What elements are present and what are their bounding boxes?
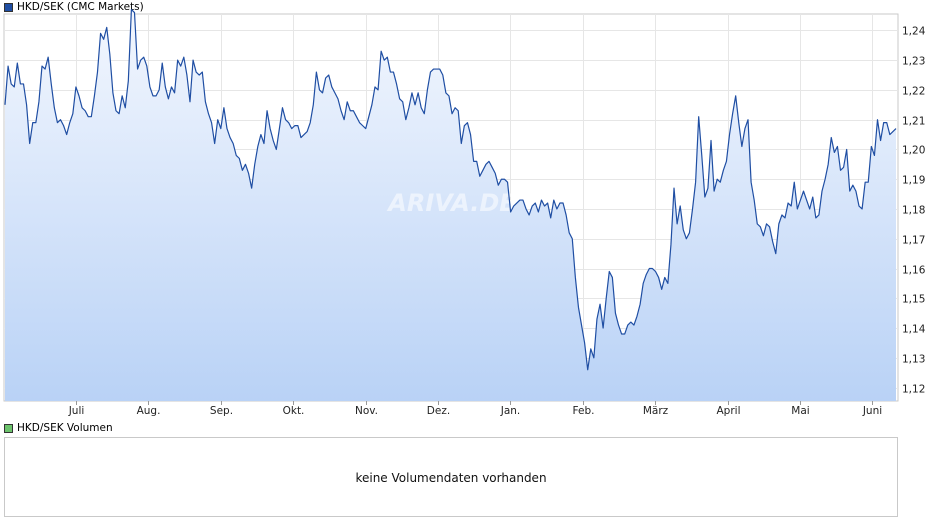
volume-legend-swatch (4, 423, 13, 433)
x-tick-label: Mai (791, 405, 809, 417)
series-line (4, 8, 897, 371)
volume-panel: keine Volumendaten vorhanden (4, 437, 898, 517)
y-tick-label: 1,17 (902, 235, 925, 247)
y-tick-label: 1,18 (902, 205, 925, 217)
x-tick-label: Aug. (137, 405, 161, 417)
x-tick-label: Juni (862, 405, 882, 417)
x-tick-label: März (643, 405, 669, 417)
y-tick-label: 1,22 (902, 86, 925, 98)
y-tick-label: 1,20 (902, 145, 925, 157)
main-series-legend-label: HKD/SEK (CMC Markets) (17, 1, 144, 13)
watermark-text: ARIVA.DE (386, 189, 516, 217)
price-chart: 1,24 1,23 1,22 1,21 1,20 1,19 1,18 1,17 1,16 1,15… (3, 8, 926, 417)
series-area-fill (5, 9, 896, 402)
x-tick-label: Sep. (210, 405, 233, 417)
y-tick-label: 1,15 (902, 294, 925, 306)
x-tick-label: Jan. (500, 405, 521, 417)
y-tick-label: 1,19 (902, 175, 925, 187)
y-tick-label: 1,14 (902, 324, 926, 336)
main-series-legend: HKD/SEK (CMC Markets) (4, 1, 144, 13)
y-tick-label: 1,12 (902, 384, 925, 396)
x-tick-label: Juli (68, 405, 85, 417)
x-tick-label: Okt. (283, 405, 305, 417)
x-tick-label: Nov. (355, 405, 378, 417)
x-tick-label: Feb. (573, 405, 595, 417)
x-tick-label: April (717, 405, 741, 417)
x-tick-label: Dez. (427, 405, 450, 417)
y-tick-label: 1,21 (902, 116, 925, 128)
volume-legend-label: HKD/SEK Volumen (17, 422, 113, 434)
volume-empty-message: keine Volumendaten vorhanden (355, 471, 547, 485)
y-tick-label: 1,24 (902, 26, 926, 38)
y-tick-label: 1,23 (902, 56, 925, 68)
volume-legend: HKD/SEK Volumen (4, 422, 113, 434)
main-series-legend-swatch (4, 2, 13, 12)
y-tick-label: 1,13 (902, 354, 925, 366)
y-tick-label: 1,16 (902, 265, 926, 277)
